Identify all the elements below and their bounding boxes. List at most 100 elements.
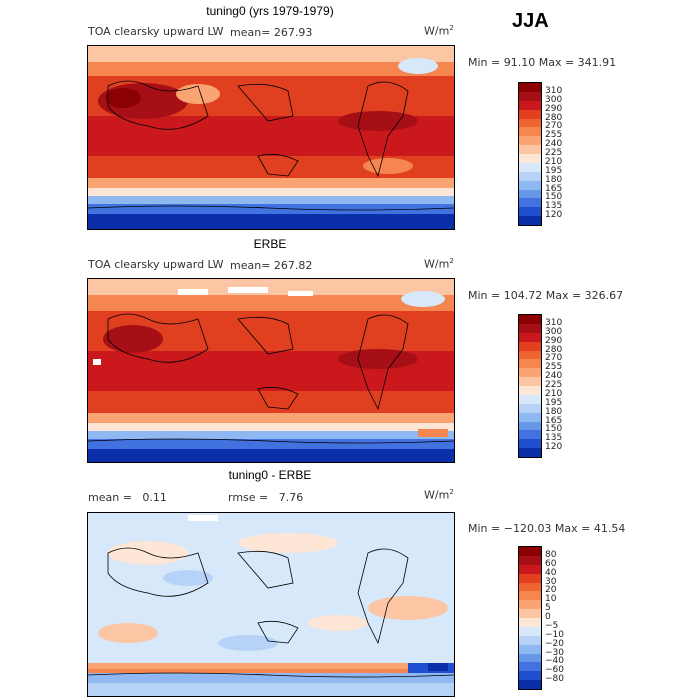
colorbar-tick-label: 240 <box>545 371 563 382</box>
colorbar-swatch <box>519 350 541 360</box>
colorbar-tick-label: −80 <box>545 674 564 685</box>
colorbar-tick-label: 80 <box>545 549 557 560</box>
panel1-colorbar <box>518 82 542 226</box>
colorbar-swatch <box>519 189 541 199</box>
colorbar-tick-label: 195 <box>545 165 563 176</box>
panel2-colorbar <box>518 314 542 458</box>
colorbar-tick-label: 225 <box>545 148 563 158</box>
colorbar-tick-label: 10 <box>545 594 557 605</box>
panel3-rmse-label: rmse = <box>228 491 269 504</box>
colorbar-swatch <box>519 662 541 672</box>
colorbar-swatch <box>519 394 541 404</box>
panel1-variable: TOA clearsky upward LW <box>88 25 224 38</box>
panel1-mean-value: 267.93 <box>273 26 313 39</box>
colorbar-tick-label: 180 <box>545 174 563 185</box>
panel3-mean-label: mean = <box>88 491 132 504</box>
colorbar-swatch <box>519 644 541 654</box>
colorbar-tick-label: −20 <box>545 638 564 649</box>
panel1-units-base: W/m <box>424 24 450 38</box>
colorbar-swatch <box>519 323 541 333</box>
panel2-map-field <box>88 279 454 462</box>
colorbar-tick-label: 150 <box>545 192 563 203</box>
colorbar-tick-label: −60 <box>545 665 564 676</box>
colorbar-tick-label: 270 <box>545 121 563 132</box>
panel1-mean-label: mean= <box>230 26 271 39</box>
colorbar-swatch <box>519 377 541 386</box>
colorbar-swatch <box>519 591 541 601</box>
panel3-units-base: W/m <box>424 488 450 502</box>
colorbar-swatch <box>519 216 541 225</box>
colorbar-tick-label: 165 <box>545 183 563 194</box>
colorbar-swatch <box>519 573 541 583</box>
panel2-units-base: W/m <box>424 257 450 271</box>
colorbar-tick-label: 210 <box>545 388 563 399</box>
colorbar-swatch <box>519 127 541 137</box>
colorbar-tick-label: 280 <box>545 344 563 355</box>
colorbar-tick-label: 270 <box>545 353 563 364</box>
colorbar-tick-label: 120 <box>545 210 563 221</box>
colorbar-tick-label: 255 <box>545 130 563 141</box>
colorbar-tick-label: 5 <box>545 603 551 614</box>
panel1-units: W/m2 <box>424 24 454 38</box>
colorbar-tick-label: 300 <box>545 326 563 337</box>
colorbar-swatch <box>519 421 541 431</box>
colorbar-swatch <box>519 180 541 190</box>
colorbar-swatch <box>519 162 541 172</box>
panel2-minmax: Min = 104.72 Max = 326.67 <box>468 289 624 302</box>
panel3-mean: mean = 0.11 <box>88 491 167 504</box>
colorbar-swatch <box>519 626 541 636</box>
colorbar-tick-label: 225 <box>545 380 563 390</box>
panel1-mean: mean= 267.93 <box>230 26 312 39</box>
panel1-minmax: Min = 91.10 Max = 341.91 <box>468 56 617 69</box>
colorbar-tick-label: 290 <box>545 335 563 346</box>
panel2-mean: mean= 267.82 <box>230 259 312 272</box>
colorbar-swatch <box>519 359 541 369</box>
season-label: JJA <box>512 10 549 32</box>
colorbar-tick-label: 30 <box>545 576 557 587</box>
colorbar-tick-label: −10 <box>545 629 564 640</box>
colorbar-tick-label: 120 <box>545 442 563 453</box>
panel3-units-exp: 2 <box>449 488 454 496</box>
colorbar-tick-label: 135 <box>545 433 563 444</box>
panel3-title: tuning0 - ERBE <box>228 468 312 482</box>
colorbar-swatch <box>519 582 541 592</box>
colorbar-swatch <box>519 332 541 342</box>
colorbar-swatch <box>519 118 541 128</box>
colorbar-swatch <box>519 341 541 351</box>
colorbar-tick-label: 210 <box>545 156 563 167</box>
colorbar-swatch <box>519 412 541 422</box>
colorbar-tick-label: −30 <box>545 647 564 658</box>
colorbar-swatch <box>519 100 541 110</box>
panel3-units: W/m2 <box>424 488 454 502</box>
colorbar-swatch <box>519 109 541 119</box>
colorbar-tick-label: 280 <box>545 112 563 123</box>
colorbar-swatch <box>519 430 541 440</box>
panel2-units: W/m2 <box>424 257 454 271</box>
panel3-map <box>87 512 455 697</box>
colorbar-tick-label: 310 <box>545 317 563 328</box>
colorbar-swatch <box>519 403 541 413</box>
colorbar-swatch <box>519 564 541 574</box>
panel3-map-field <box>88 513 454 696</box>
colorbar-tick-label: 135 <box>545 201 563 212</box>
panel2-mean-value: 267.82 <box>273 259 313 272</box>
colorbar-tick-label: 180 <box>545 406 563 417</box>
colorbar-tick-label: 165 <box>545 415 563 426</box>
colorbar-swatch <box>519 154 541 163</box>
colorbar-tick-label: 255 <box>545 362 563 373</box>
panel1-map-field <box>88 46 454 229</box>
colorbar-swatch <box>519 198 541 208</box>
panel2-units-exp: 2 <box>449 257 454 265</box>
panel3-rmse-value: 7.76 <box>278 491 304 504</box>
colorbar-tick-label: 195 <box>545 397 563 408</box>
colorbar-swatch <box>519 136 541 146</box>
colorbar-swatch <box>519 315 541 324</box>
colorbar-swatch <box>519 439 541 449</box>
colorbar-swatch <box>519 555 541 565</box>
panel2-map <box>87 278 455 463</box>
colorbar-tick-label: 290 <box>545 103 563 114</box>
colorbar-swatch <box>519 635 541 645</box>
panel3-minmax: Min = −120.03 Max = 41.54 <box>468 522 626 535</box>
colorbar-tick-label: 300 <box>545 94 563 105</box>
colorbar-swatch <box>519 145 541 154</box>
